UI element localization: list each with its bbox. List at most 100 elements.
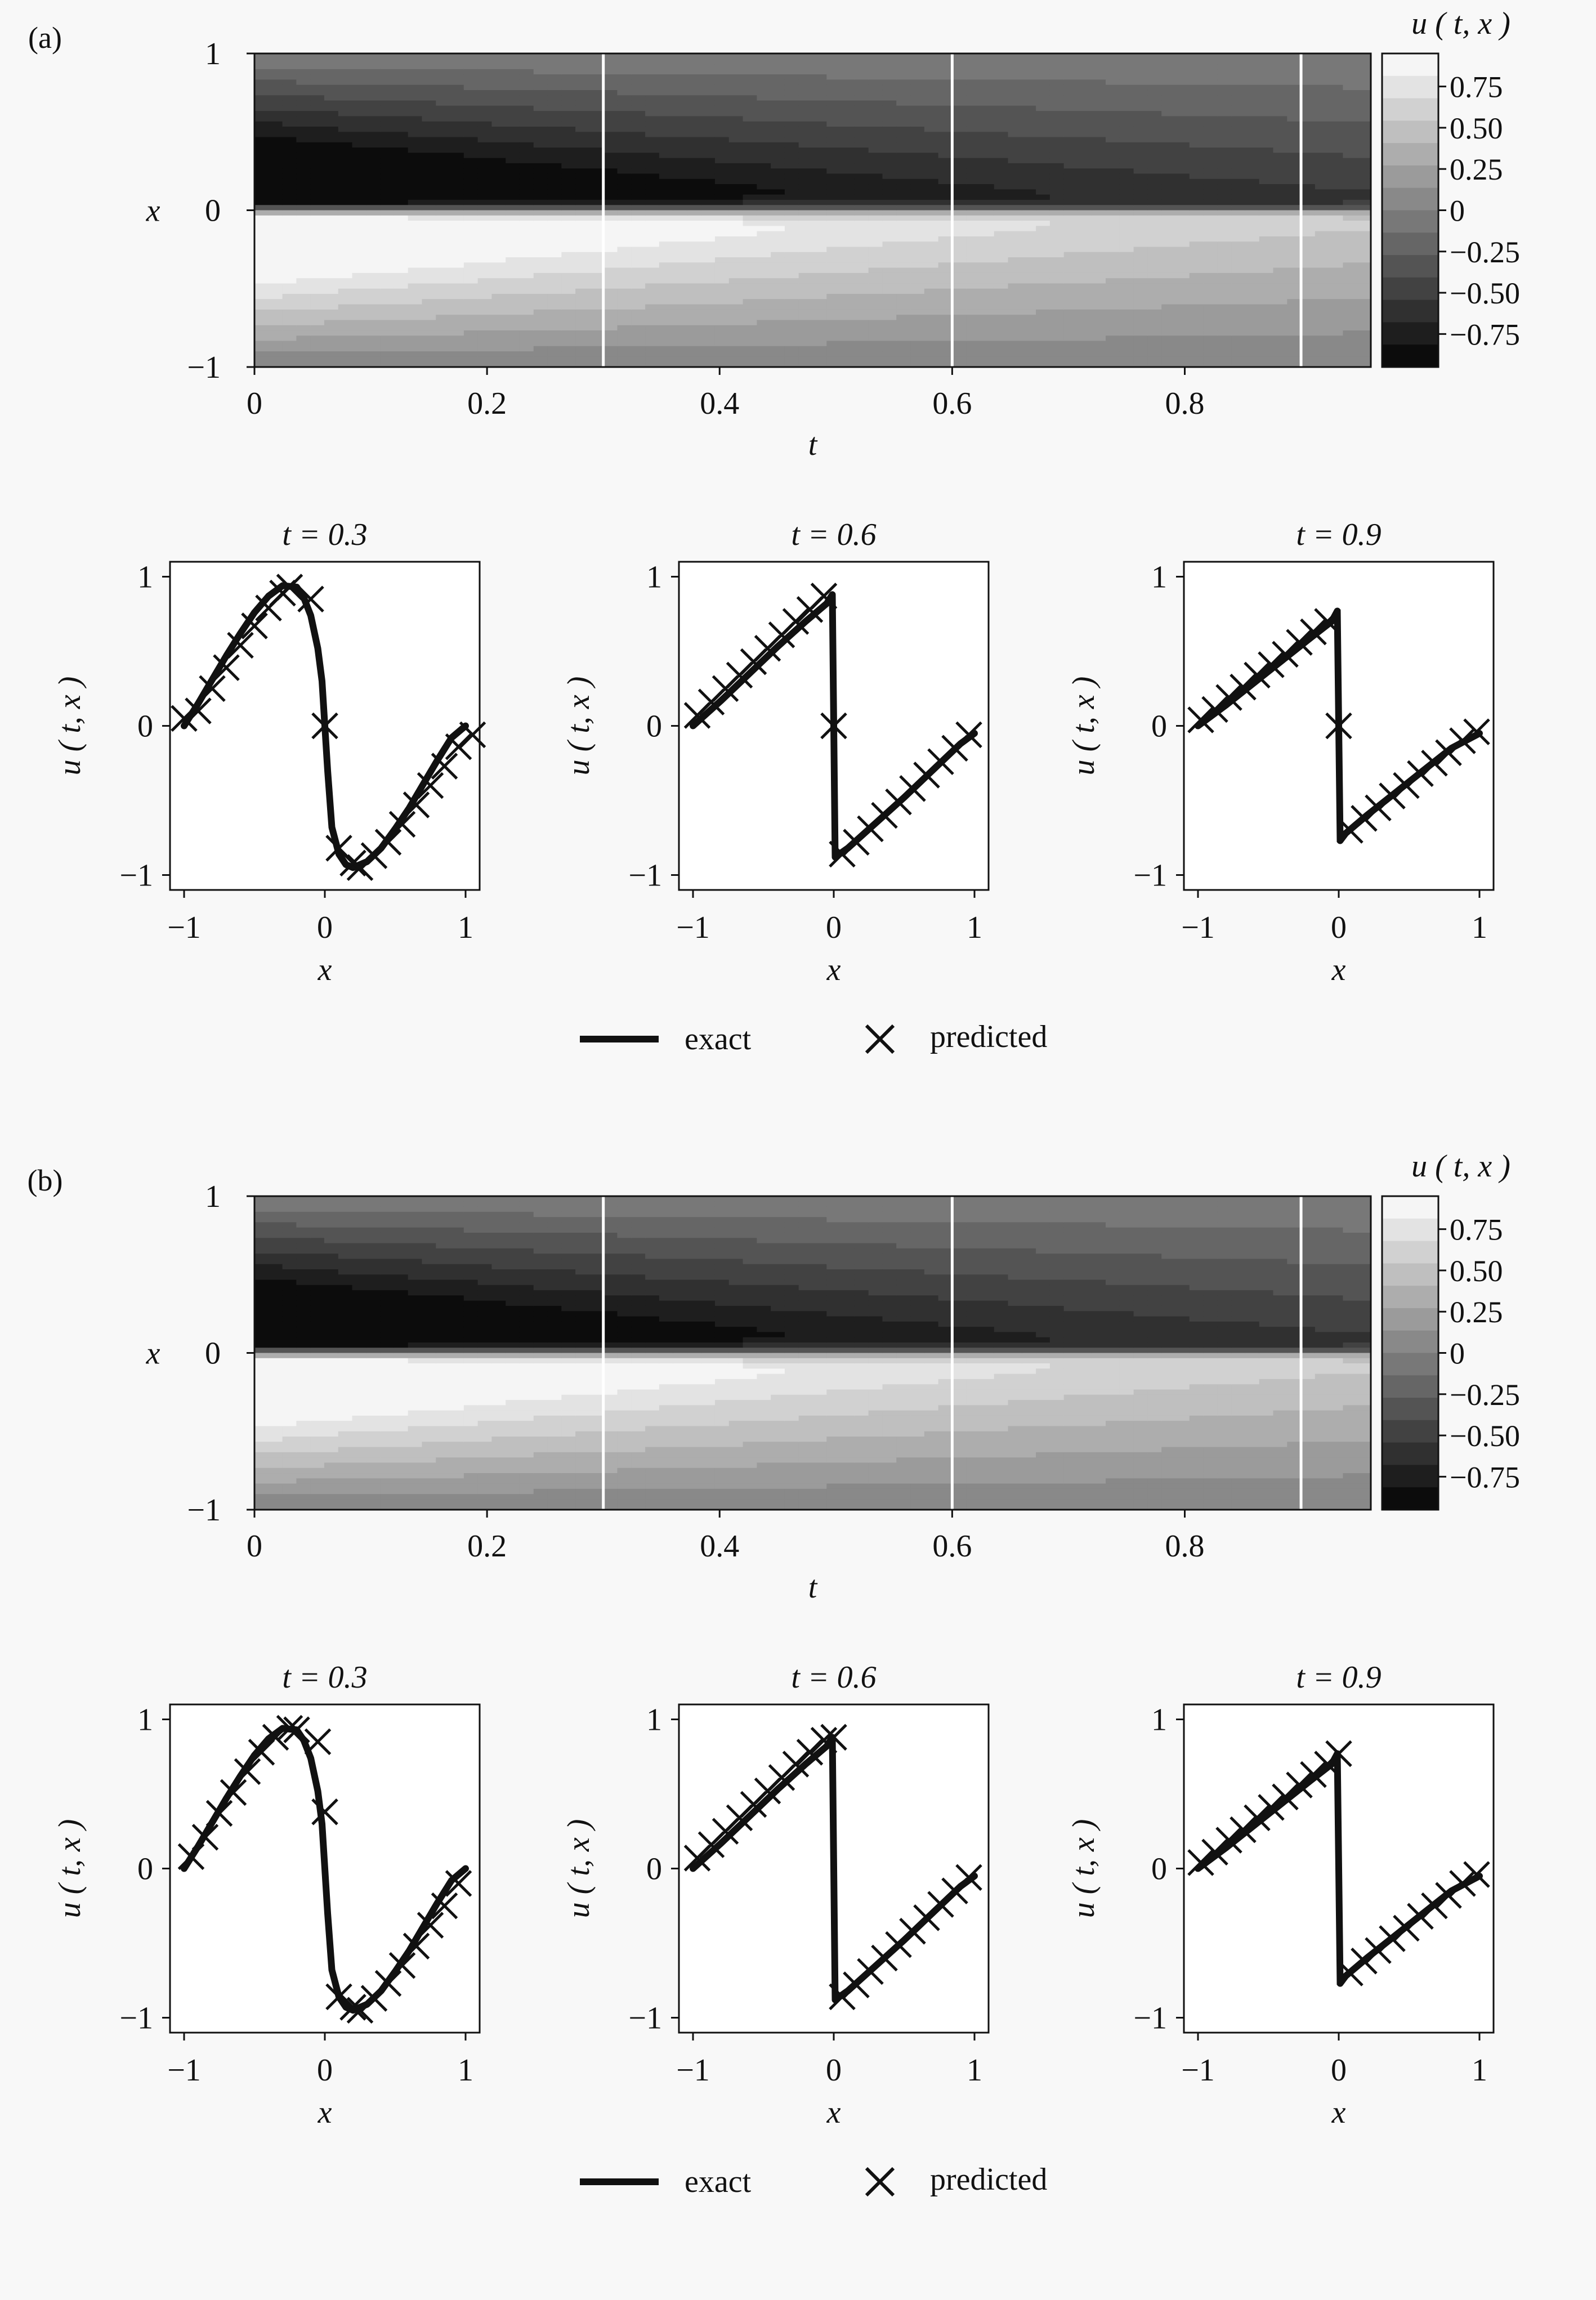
heatmap-cell (701, 147, 716, 153)
heatmap-cell (826, 272, 841, 279)
heatmap-cell (422, 132, 436, 138)
heatmap-cell (1217, 288, 1232, 294)
heatmap-cell (1049, 272, 1065, 279)
heatmap-cell (1315, 59, 1330, 65)
heatmap-cell (673, 309, 688, 315)
heatmap-cell (1008, 299, 1022, 305)
heatmap-cell (1036, 315, 1050, 321)
heatmap-cell (254, 121, 269, 127)
heatmap-cell (966, 252, 981, 258)
heatmap-cell (617, 247, 632, 253)
heatmap-cell (1343, 215, 1357, 221)
heatmap-cell (617, 215, 632, 221)
heatmap-cell (938, 100, 953, 106)
heatmap-cell (603, 267, 618, 274)
heatmap-cell (561, 236, 576, 242)
heatmap-cell (422, 105, 436, 111)
heatmap-cell (910, 163, 925, 169)
heatmap-cell (324, 356, 339, 363)
heatmap-cell (896, 199, 911, 205)
heatmap-cell (477, 163, 492, 169)
heatmap-cell (966, 247, 981, 253)
heatmap-cell (1036, 210, 1050, 216)
heatmap-cell (1078, 304, 1092, 310)
heatmap-cell (1008, 168, 1022, 174)
heatmap-cell (268, 184, 283, 190)
heatmap-cell (1092, 272, 1106, 279)
heatmap-cell (394, 105, 409, 111)
heatmap-cell (938, 194, 953, 200)
heatmap-cell (324, 320, 339, 326)
heatmap-cell (743, 163, 757, 169)
heatmap-cell (980, 173, 995, 180)
heatmap-cell (450, 137, 464, 143)
heatmap-cell (645, 210, 660, 216)
heatmap-cell (798, 315, 813, 321)
heatmap-cell (463, 158, 479, 164)
heatmap-cell (784, 84, 799, 91)
heatmap-cell (394, 320, 409, 326)
heatmap-cell (575, 304, 590, 310)
heatmap-cell (854, 205, 869, 211)
heatmap-cell (1189, 95, 1204, 101)
heatmap-cell (268, 341, 283, 347)
heatmap-cell (1189, 325, 1204, 331)
heatmap-cell (254, 111, 269, 117)
heatmap-cell (1217, 132, 1232, 138)
heatmap-cell (1343, 116, 1357, 122)
heatmap-cell (338, 304, 353, 310)
heatmap-cell (1133, 184, 1148, 190)
heatmap-cell (603, 283, 618, 289)
heatmap-cell (1287, 299, 1302, 305)
heatmap-cell (868, 247, 883, 253)
heatmap-cell (1133, 288, 1148, 294)
heatmap-cell (1063, 147, 1079, 153)
heatmap-cell (854, 236, 869, 242)
heatmap-cell (1301, 351, 1316, 357)
heatmap-cell (506, 236, 520, 242)
heatmap-cell (1315, 126, 1330, 132)
heatmap-cell (519, 64, 534, 70)
heatmap-cell (701, 100, 716, 106)
heatmap-cell (938, 320, 953, 326)
heatmap-cell (1231, 335, 1246, 342)
y-tick-label: 1 (137, 560, 153, 595)
heatmap-cell (561, 147, 576, 153)
heatmap-cell (1036, 84, 1050, 91)
heatmap-cell (575, 105, 590, 111)
heatmap-cell (952, 79, 967, 86)
heatmap-cell (1119, 64, 1134, 70)
heatmap-cell (882, 163, 897, 169)
heatmap-cell (450, 59, 464, 65)
heatmap-cell (924, 90, 939, 96)
heatmap-cell (841, 126, 855, 132)
heatmap-cell (561, 231, 576, 237)
heatmap-cell (1147, 100, 1162, 106)
heatmap-cell (1231, 325, 1246, 331)
heatmap-cell (826, 163, 841, 169)
heatmap-cell (826, 304, 841, 310)
heatmap-cell (645, 278, 660, 284)
heatmap-cell (1329, 189, 1344, 195)
heatmap-cell (771, 132, 785, 138)
heatmap-cell (798, 189, 813, 195)
heatmap-cell (1245, 184, 1260, 190)
heatmap-cell (728, 100, 744, 106)
heatmap-cell (1063, 288, 1079, 294)
heatmap-cell (547, 126, 562, 132)
heatmap-cell (617, 351, 632, 357)
heatmap-cell (1231, 69, 1246, 75)
heatmap-cell (1315, 95, 1330, 101)
heatmap-cell (952, 262, 967, 269)
heatmap-cell (1287, 272, 1302, 279)
heatmap-cell (380, 247, 395, 253)
heatmap-cell (1106, 111, 1120, 117)
heatmap-cell (631, 74, 646, 80)
heatmap-cell (1175, 100, 1190, 106)
heatmap-cell (310, 226, 325, 232)
heatmap-cell (812, 59, 827, 65)
heatmap-cell (589, 137, 604, 143)
heatmap-cell (491, 79, 506, 86)
heatmap-cell (631, 116, 646, 122)
heatmap-cell (491, 252, 506, 258)
